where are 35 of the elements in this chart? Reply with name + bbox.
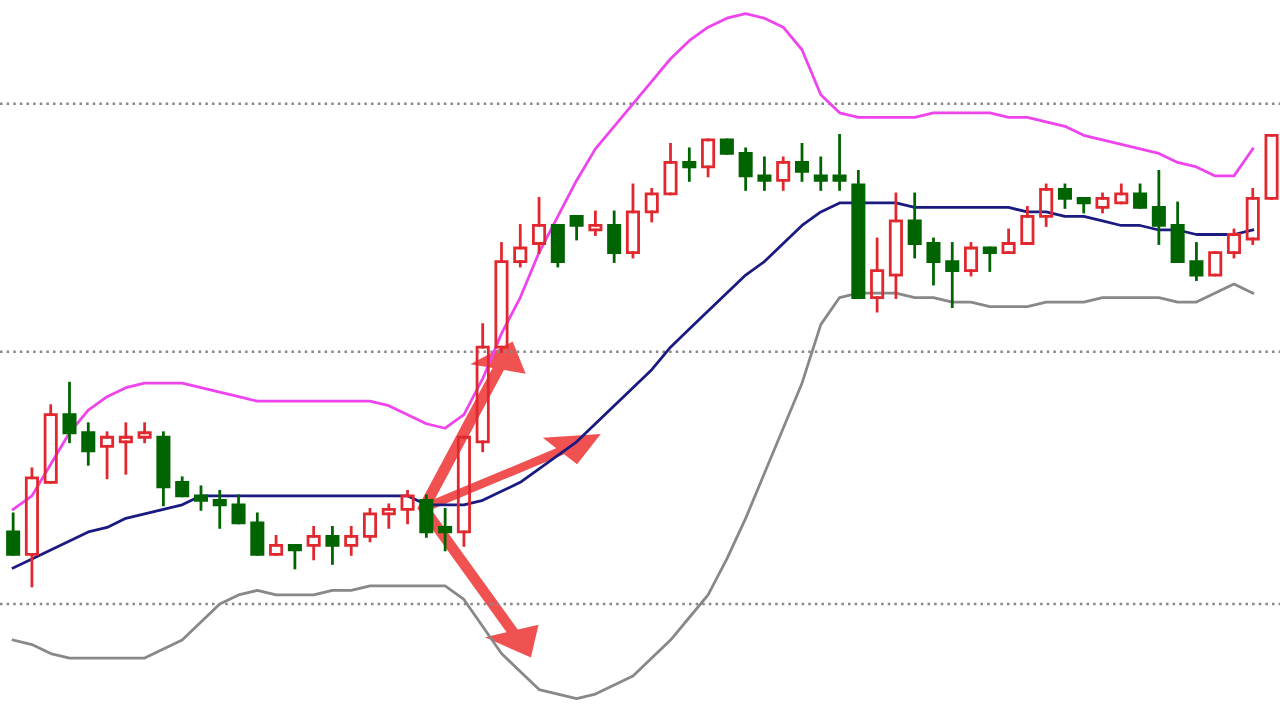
candlestick	[344, 525, 359, 556]
candlestick	[381, 503, 396, 529]
candlestick	[644, 188, 659, 223]
candlestick	[212, 489, 227, 529]
candlestick	[438, 507, 453, 552]
candlestick	[1095, 192, 1110, 214]
candlestick	[419, 494, 434, 538]
candlestick	[738, 147, 753, 191]
candlestick	[513, 224, 528, 268]
candlestick	[62, 381, 77, 444]
candlestick	[118, 422, 133, 475]
candlestick	[494, 242, 509, 354]
candlestick	[607, 210, 622, 263]
candlestick	[888, 192, 903, 299]
candlestick	[325, 525, 340, 565]
candlestick	[813, 156, 828, 191]
candlestick	[832, 133, 847, 191]
candlestick	[400, 489, 415, 525]
candlestick	[81, 422, 96, 466]
candlestick	[1189, 242, 1204, 281]
candlestick	[870, 237, 885, 313]
candlestick	[1039, 183, 1054, 227]
candlestick	[306, 525, 321, 561]
candlestick	[475, 323, 490, 453]
candlestick	[1151, 170, 1166, 245]
candlestick	[682, 147, 697, 182]
candlestick	[926, 237, 941, 286]
candlestick	[588, 210, 603, 236]
candlestick	[907, 192, 922, 259]
candlestick	[1245, 188, 1260, 245]
candlestick	[945, 242, 960, 308]
candlestick	[137, 422, 152, 444]
candlestick	[156, 431, 171, 507]
candlestick	[757, 156, 772, 191]
candlestick	[776, 156, 791, 191]
